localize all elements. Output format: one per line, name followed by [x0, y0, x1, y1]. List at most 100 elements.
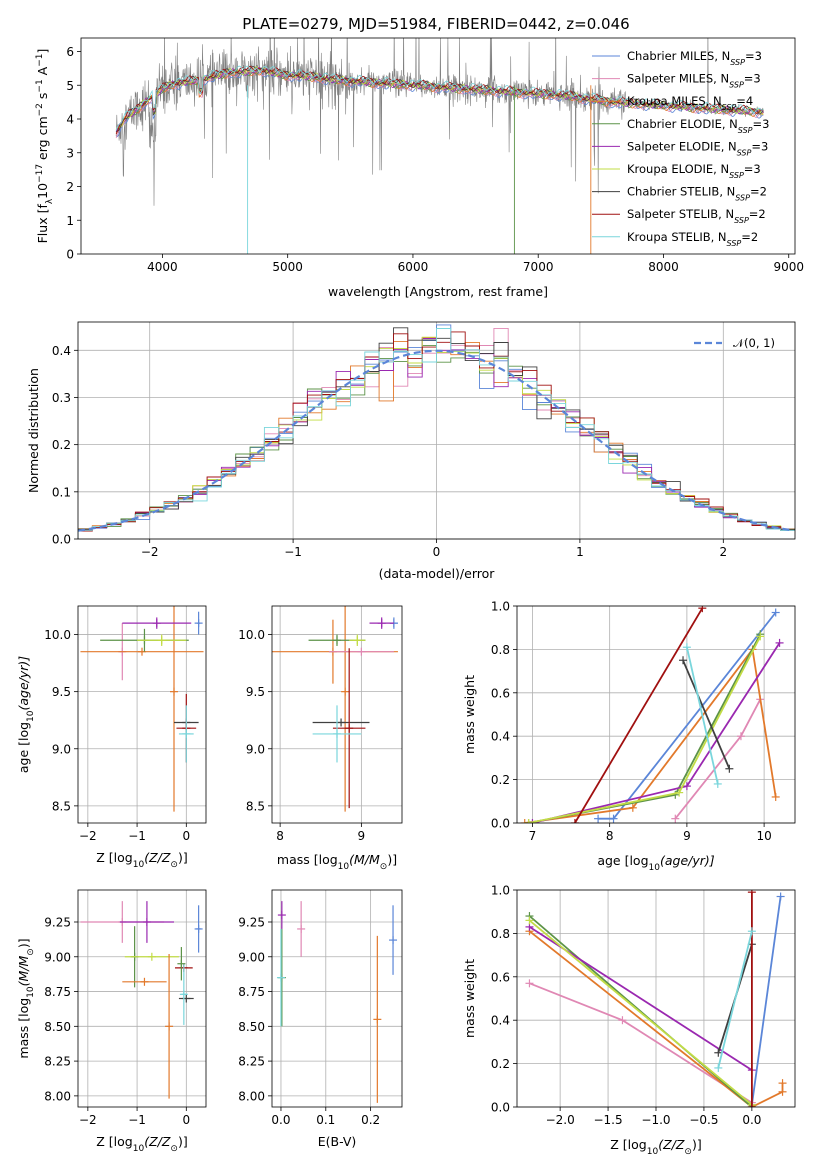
- y-tick-label: 0.4: [491, 730, 510, 744]
- weight-line: [528, 919, 753, 1106]
- x-tick-label: 7: [529, 829, 537, 843]
- observed-spectrum-line: [115, 38, 764, 206]
- panel-mass_vs_Z: −2 −1 0 8.00 8.25 8.50 8.75 9.00 9.25 Z [log10(Z/…: [16, 889, 207, 1154]
- y-tick-label: 0: [66, 248, 74, 262]
- y-tick-label: 0.1: [52, 485, 71, 499]
- plot-area: [272, 606, 398, 812]
- weight-line: [528, 633, 762, 823]
- axes-frame: [80, 37, 796, 255]
- x-tick-label: 0.0: [271, 1113, 290, 1127]
- x-tick-label: 0.1: [316, 1113, 335, 1127]
- y-tick-label: 0.8: [491, 643, 510, 657]
- weight-series: [747, 890, 756, 1107]
- weight-line: [574, 607, 704, 823]
- y-tick-label: 8.75: [44, 985, 71, 999]
- x-tick-label: 0.2: [361, 1113, 380, 1127]
- weight-line: [682, 659, 731, 770]
- plot-area: [520, 606, 784, 823]
- x-tick-label: 8: [606, 829, 614, 843]
- legend-entry: Kroupa MILES, NSSP=4: [627, 94, 753, 112]
- x-tick-label: 4000: [147, 260, 178, 274]
- errorbar-point: [179, 963, 188, 1025]
- axes-frame: [271, 605, 403, 824]
- legend-entry: Salpeter ELODIE, NSSP=3: [627, 139, 768, 157]
- x-tick-label: 8: [276, 829, 284, 843]
- errorbar-point: [312, 718, 370, 727]
- x-tick-label: −1: [284, 545, 302, 559]
- panel-weight_vs_age: 7 8 9 10 0.0 0.2 0.4 0.6 0.8 1.0 age [log10(age/yr…: [462, 600, 796, 873]
- x-axis-label: Z [log10(Z/Z⊙)]: [610, 1137, 701, 1157]
- x-tick-label: −2: [79, 829, 97, 843]
- legend-entry: Salpeter MILES, NSSP=3: [627, 72, 761, 90]
- y-tick-label: 1.0: [491, 884, 510, 898]
- y-axis-label: mass weight: [462, 675, 477, 754]
- y-tick-label: 10.0: [44, 628, 71, 642]
- x-tick-label: 2: [719, 545, 727, 559]
- y-tick-label: 0.2: [491, 773, 510, 787]
- y-tick-label: 10.0: [238, 628, 265, 642]
- y-tick-label: 8.75: [238, 985, 265, 999]
- y-tick-label: 8.00: [44, 1089, 71, 1103]
- errorbar-point: [80, 647, 204, 656]
- figure-title: PLATE=0279, MJD=51984, FIBERID=0442, z=0…: [242, 15, 629, 33]
- x-tick-label: 0: [182, 829, 190, 843]
- panel-weight_vs_Z: −2.0 −1.5 −1.0 −0.5 0.0 0.0 0.2 0.4 0.6 0.8 1.0 Z […: [462, 884, 796, 1157]
- y-tick-label: 5: [66, 79, 74, 93]
- errorbar-point: [165, 953, 174, 1099]
- x-tick-label: −0.5: [689, 1113, 718, 1127]
- x-tick-label: 9: [683, 829, 691, 843]
- errorbar-point: [341, 606, 350, 812]
- x-tick-label: 0: [433, 545, 441, 559]
- x-tick-label: −1: [128, 829, 146, 843]
- errorbar-point: [297, 901, 306, 957]
- x-tick-label: 10: [756, 829, 771, 843]
- x-tick-label: −1.5: [593, 1113, 622, 1127]
- errorbar-point: [194, 905, 203, 953]
- axes-frame: [77, 605, 207, 824]
- model-spectrum-line: [115, 65, 764, 131]
- weight-series: [682, 643, 722, 788]
- weight-line: [717, 930, 753, 1069]
- x-axis-label: Z [log10(Z/Z⊙)]: [96, 850, 187, 870]
- plot-area: [276, 901, 398, 1103]
- errorbar-point: [312, 705, 362, 763]
- weight-line: [529, 982, 753, 1104]
- weight-series: [570, 606, 707, 823]
- errorbar-point: [328, 647, 394, 656]
- x-axis-label: (data-model)/error: [379, 566, 496, 581]
- legend-entry: Salpeter STELIB, NSSP=2: [627, 207, 766, 225]
- panel-mass_vs_ebv: 0.0 0.1 0.2 8.00 8.25 8.50 8.75 9.00 9.25 E(B-V): [238, 889, 403, 1149]
- panel-spectrum: 4000 5000 6000 7000 8000 9000 0 1 2 3 4 5 6 wavelengt…: [35, 37, 804, 299]
- x-axis-label: mass [log10(M/M⊙)]: [277, 852, 397, 872]
- errorbar-point: [170, 606, 178, 812]
- y-tick-label: 3: [66, 146, 74, 160]
- y-tick-label: 9.00: [238, 950, 265, 964]
- errorbar-point: [349, 634, 366, 646]
- weight-series: [714, 927, 756, 1072]
- y-tick-label: 6: [66, 45, 74, 59]
- panel-age_vs_Z: −2 −1 0 8.5 9.0 9.5 10.0 Z [log10(Z/Z⊙)] age [lo…: [16, 605, 207, 870]
- x-tick-label: 6000: [398, 260, 429, 274]
- y-tick-label: 9.5: [52, 685, 71, 699]
- legend-entry: Kroupa STELIB, NSSP=2: [627, 230, 758, 248]
- y-tick-label: 0.3: [52, 391, 71, 405]
- errorbar-point: [194, 611, 203, 635]
- gaussian-curve: [78, 349, 793, 532]
- y-axis-label: mass [log10(M/M⊙)]: [16, 938, 36, 1058]
- axes-frame: [77, 321, 796, 540]
- plot-area: [115, 38, 764, 254]
- weight-series: [528, 638, 784, 823]
- y-axis-label: age [log10(age/yr)]: [16, 656, 36, 773]
- axes-frame: [77, 889, 207, 1108]
- errorbar-point: [178, 994, 194, 1003]
- errorbar-point: [177, 947, 186, 981]
- plot-area: [80, 901, 203, 1099]
- x-tick-label: −2.0: [546, 1113, 575, 1127]
- legend-entry: Chabrier MILES, NSSP=3: [627, 49, 762, 67]
- legend-entry: Chabrier ELODIE, NSSP=3: [627, 117, 769, 135]
- legend-entry: 𝒩(0, 1): [733, 336, 775, 350]
- histogram-series: [78, 328, 795, 539]
- y-tick-label: 0.6: [491, 686, 510, 700]
- y-tick-label: 9.00: [44, 950, 71, 964]
